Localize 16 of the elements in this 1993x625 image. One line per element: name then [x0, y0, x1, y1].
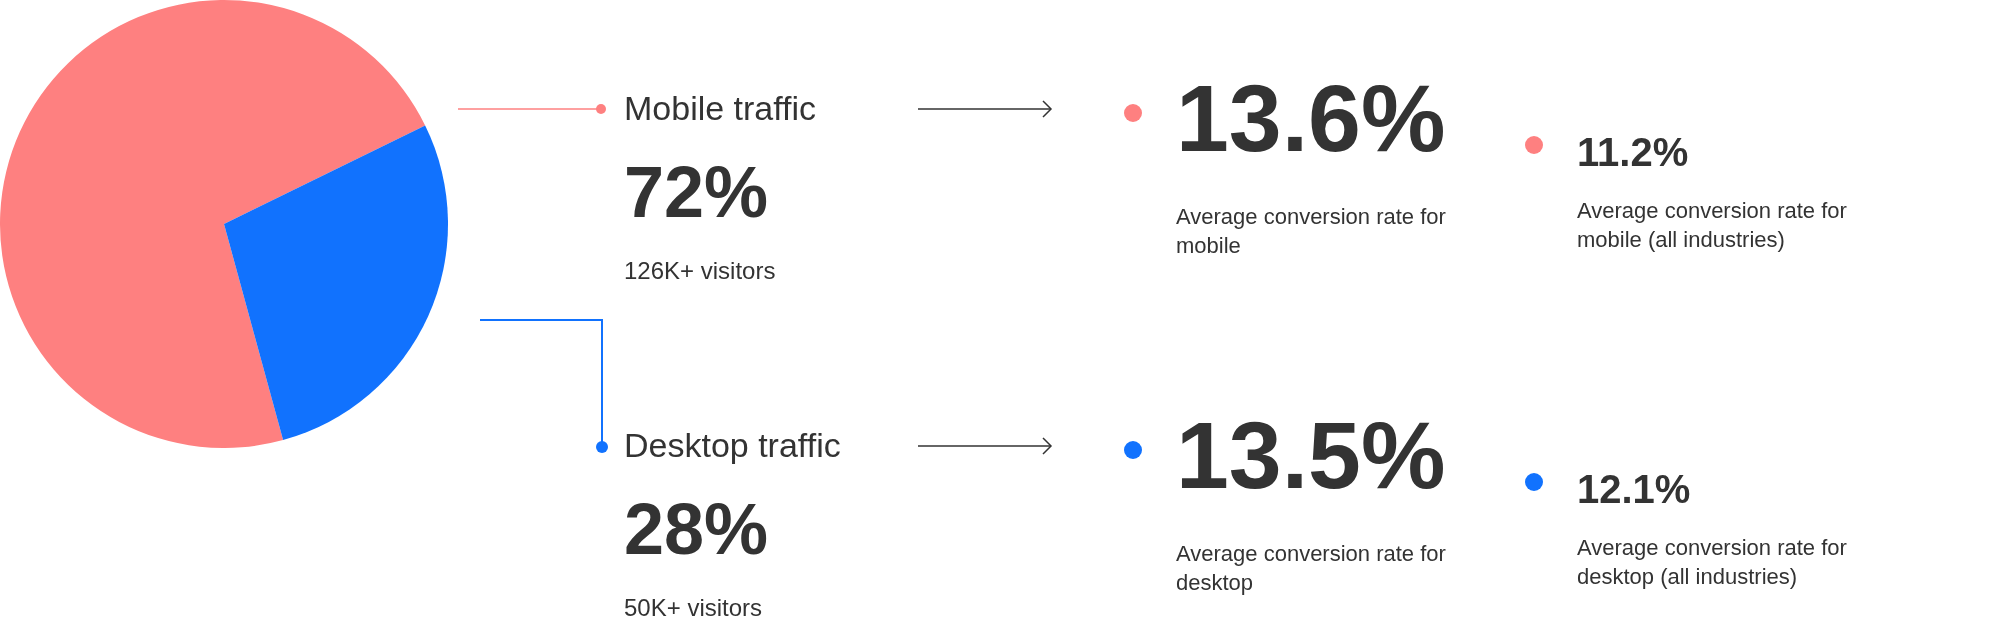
text: Average conversion rate for mobile [1176, 203, 1447, 260]
data-label: 28% [624, 489, 769, 569]
text: 12.1% [1577, 467, 1691, 511]
text: 50K+ visitors [624, 594, 763, 621]
pie-slice [224, 125, 448, 441]
text: Average conversion rate for desktop [1176, 540, 1447, 597]
pie-slice [0, 0, 426, 448]
text: Average conversion rate for desktop (all industries) [1577, 534, 1848, 591]
legend-label: Mobile traffic [624, 89, 817, 127]
text: 13.5% [1176, 402, 1446, 508]
text: Average conversion rate for mobile (all industries) [1577, 197, 1848, 254]
text: 11.2% [1577, 130, 1689, 174]
text: 126K+ visitors [624, 257, 776, 284]
legend-label: Desktop traffic [624, 426, 841, 464]
text: 13.6% [1176, 65, 1446, 171]
data-label: 72% [624, 152, 769, 232]
